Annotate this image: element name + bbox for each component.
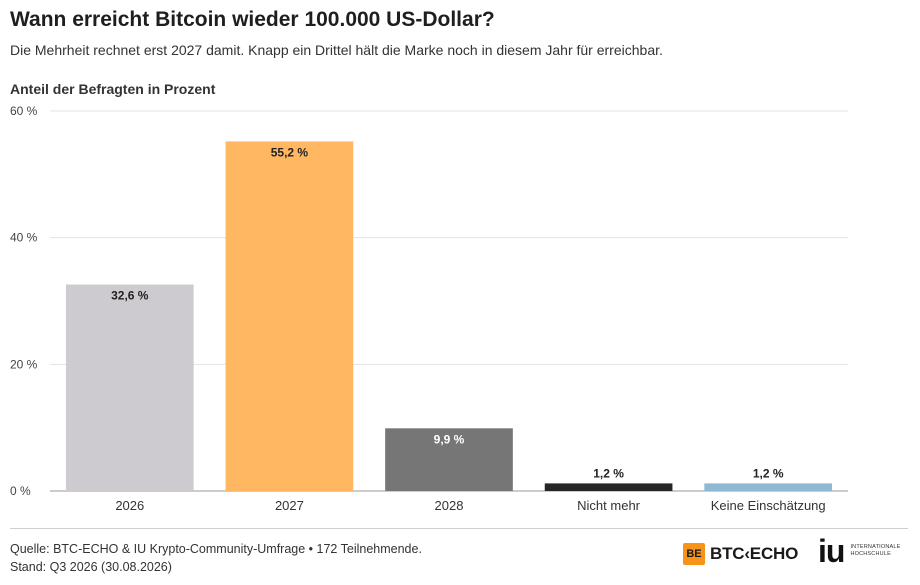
- y-tick-label: 40 %: [10, 231, 38, 245]
- data-label: 32,6 %: [111, 289, 149, 303]
- iu-logo: iu INTERNATIONALE HOCHSCHULE: [818, 535, 901, 567]
- source-note: Quelle: BTC-ECHO & IU Krypto-Community-U…: [10, 542, 422, 556]
- axis-heading: Anteil der Befragten in Prozent: [10, 81, 216, 97]
- bar: [704, 483, 833, 491]
- y-tick-label: 0 %: [10, 484, 31, 498]
- iu-mark: iu: [818, 533, 845, 569]
- y-tick-label: 20 %: [10, 357, 38, 371]
- data-label: 55,2 %: [271, 145, 309, 159]
- y-tick-label: 60 %: [10, 104, 38, 118]
- btc-echo-wordmark: BTC‹ECHO: [710, 544, 799, 563]
- chart-subtitle: Die Mehrheit rechnet erst 2027 damit. Kn…: [10, 42, 663, 58]
- x-category-label: Nicht mehr: [577, 498, 641, 513]
- data-label: 1,2 %: [593, 466, 624, 480]
- iu-subtitle: INTERNATIONALE HOCHSCHULE: [850, 544, 901, 557]
- x-category-label: Keine Einschätzung: [711, 498, 826, 513]
- data-label: 9,9 %: [434, 432, 465, 446]
- bar: [65, 284, 194, 491]
- x-category-label: 2027: [275, 498, 304, 513]
- bar: [225, 141, 354, 491]
- btc-echo-logo: BE BTC‹ECHO: [683, 543, 798, 565]
- data-label: 1,2 %: [753, 466, 784, 480]
- btc-echo-mark: BE: [683, 543, 705, 565]
- chart-title: Wann erreicht Bitcoin wieder 100.000 US-…: [10, 8, 495, 31]
- footer-divider: [10, 528, 908, 529]
- bar: [544, 483, 673, 491]
- bar-chart: 0 % 20 % 40 % 60 % 32,6 % 2026 55,2 % 2027 9,9 %…: [10, 104, 848, 513]
- footer: Quelle: BTC-ECHO & IU Krypto-Community-U…: [10, 540, 422, 576]
- x-category-label: 2028: [435, 498, 464, 513]
- date-note: Stand: Q3 2026 (30.08.2026): [10, 560, 172, 574]
- bar: [385, 428, 513, 491]
- x-category-label: 2026: [115, 498, 144, 513]
